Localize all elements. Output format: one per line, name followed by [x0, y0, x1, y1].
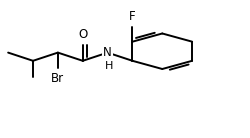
Text: O: O — [78, 28, 87, 41]
Text: N: N — [103, 46, 112, 59]
Text: H: H — [105, 61, 113, 71]
Text: Br: Br — [51, 72, 64, 85]
Text: F: F — [129, 10, 136, 23]
